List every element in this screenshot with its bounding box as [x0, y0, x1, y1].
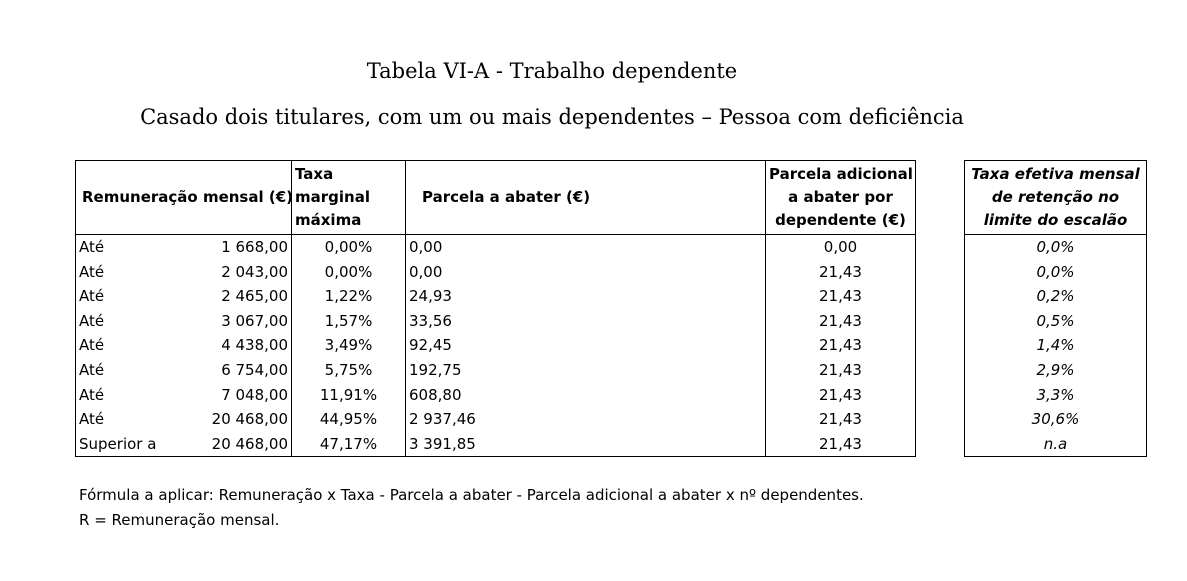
header-taxa: Taxa marginal máxima [291, 160, 406, 235]
table-row: 0,5% [965, 309, 1147, 334]
table-row: 3,3% [965, 383, 1147, 408]
cell-limite: 6 754,00 [165, 357, 292, 383]
cell-parcela: 24,93 [405, 284, 766, 309]
header-adicional-line2: a abater por [788, 188, 893, 206]
cell-adicional: 21,43 [819, 385, 862, 404]
table-row: Até 4 438,00 3,49% 92,45 21,43 [76, 333, 916, 358]
cell-taxa: 0,00% [291, 259, 406, 285]
table-header-row: Remuneração mensal (€) Taxa marginal máx… [75, 160, 916, 235]
header-efetiva: Taxa efetiva mensal de retenção no limit… [964, 160, 1147, 235]
cell-taxa: 1,22% [291, 284, 406, 309]
cell-limite: 1 668,00 [165, 234, 292, 260]
cell-parcela: 608,80 [405, 382, 766, 408]
cell-taxa: 47,17% [291, 431, 406, 457]
cell-taxa: 0,00% [291, 234, 406, 260]
table-row: Até 2 043,00 0,00% 0,00 21,43 [76, 259, 916, 285]
table-row: 0,2% [965, 284, 1147, 309]
table-row: Até 20 468,00 44,95% 2 937,46 21,43 [76, 407, 916, 432]
cell-label: Até [79, 238, 105, 256]
cell-taxa: 44,95% [291, 407, 406, 432]
table-row: 0,0% [965, 235, 1147, 260]
table-row: Até 2 465,00 1,22% 24,93 21,43 [76, 284, 916, 309]
cell-efetiva: 0,0% [1036, 238, 1075, 256]
header-taxa-line3: máxima [295, 211, 362, 229]
cell-label: Até [79, 385, 105, 404]
header-adicional-line3: dependente (€) [775, 211, 906, 229]
cell-taxa: 11,91% [291, 382, 406, 408]
page-title: Tabela VI-A - Trabalho dependente [366, 59, 738, 83]
cell-adicional: 21,43 [819, 287, 862, 306]
cell-efetiva: 0,0% [1036, 262, 1075, 281]
cell-limite: 4 438,00 [165, 333, 292, 358]
cell-adicional: 21,43 [819, 262, 862, 281]
cell-adicional: 21,43 [819, 311, 862, 330]
cell-efetiva: 2,9% [1036, 360, 1075, 379]
cell-parcela: 0,00 [405, 259, 766, 285]
cell-limite: 7 048,00 [165, 382, 292, 408]
cell-adicional: 21,43 [819, 410, 862, 429]
cell-label: Até [79, 410, 105, 429]
cell-efetiva: n.a [1043, 434, 1068, 453]
header-adicional-line1: Parcela adicional [769, 165, 913, 183]
header-adicional: Parcela adicional a abater por dependent… [765, 160, 916, 235]
table-row: Até 6 754,00 5,75% 192,75 21,43 [76, 357, 916, 383]
header-taxa-line1: Taxa [295, 165, 334, 183]
header-efetiva-line3: limite do escalão [983, 211, 1128, 229]
cell-limite: 20 468,00 [165, 431, 292, 457]
cell-taxa: 5,75% [291, 357, 406, 383]
cell-limite: 2 465,00 [165, 284, 292, 309]
cell-parcela: 2 937,46 [405, 407, 766, 432]
cell-efetiva: 0,5% [1036, 311, 1075, 330]
cell-limite: 2 043,00 [165, 259, 292, 285]
header-efetiva-line2: de retenção no [991, 188, 1120, 206]
effective-rate-table: Taxa efetiva mensal de retenção no limit… [964, 160, 1147, 458]
cell-parcela: 33,56 [405, 308, 766, 334]
cell-efetiva: 0,2% [1036, 287, 1075, 306]
cell-label: Até [79, 336, 105, 355]
cell-label: Até [79, 311, 105, 330]
cell-label: Até [79, 287, 105, 306]
cell-adicional: 21,43 [819, 360, 862, 379]
table-row: Até 7 048,00 11,91% 608,80 21,43 [76, 382, 916, 408]
table-row: Até 3 067,00 1,57% 33,56 21,43 [76, 308, 916, 334]
table-header-row: Taxa efetiva mensal de retenção no limit… [964, 160, 1147, 235]
cell-label: Superior a [79, 434, 157, 453]
table-row: 1,4% [965, 333, 1147, 358]
header-parcela: Parcela a abater (€) [405, 160, 766, 235]
cell-efetiva: 3,3% [1036, 385, 1075, 404]
cell-limite: 3 067,00 [165, 308, 292, 334]
table-row: n.a [965, 432, 1147, 457]
cell-adicional: 21,43 [819, 434, 862, 453]
cell-parcela: 3 391,85 [405, 431, 766, 457]
legend-note: R = Remuneração mensal. [79, 511, 280, 529]
header-efetiva-line1: Taxa efetiva mensal [971, 165, 1140, 183]
header-remuneracao: Remuneração mensal (€) [75, 160, 293, 235]
cell-label: Até [79, 262, 105, 281]
cell-adicional: 0,00 [823, 238, 858, 256]
cell-label: Até [79, 360, 105, 379]
cell-adicional: 21,43 [819, 336, 862, 355]
cell-taxa: 1,57% [291, 308, 406, 334]
table-row: Até 1 668,00 0,00% 0,00 0,00 [76, 234, 916, 260]
withholding-table: Remuneração mensal (€) Taxa marginal máx… [75, 160, 916, 458]
table-row: 2,9% [965, 358, 1147, 383]
cell-parcela: 92,45 [405, 333, 766, 358]
cell-taxa: 3,49% [291, 333, 406, 358]
table-row: 30,6% [965, 407, 1147, 432]
cell-parcela: 192,75 [405, 357, 766, 383]
formula-note: Fórmula a aplicar: Remuneração x Taxa - … [79, 486, 864, 504]
cell-efetiva: 30,6% [1031, 410, 1080, 429]
page-subtitle: Casado dois titulares, com um ou mais de… [140, 105, 964, 129]
table-row: 0,0% [965, 260, 1147, 285]
cell-limite: 20 468,00 [165, 407, 292, 432]
cell-efetiva: 1,4% [1036, 336, 1075, 355]
table-row: Superior a 20 468,00 47,17% 3 391,85 21,43 [76, 431, 916, 457]
header-taxa-line2: marginal [295, 188, 370, 206]
cell-parcela: 0,00 [405, 234, 766, 260]
